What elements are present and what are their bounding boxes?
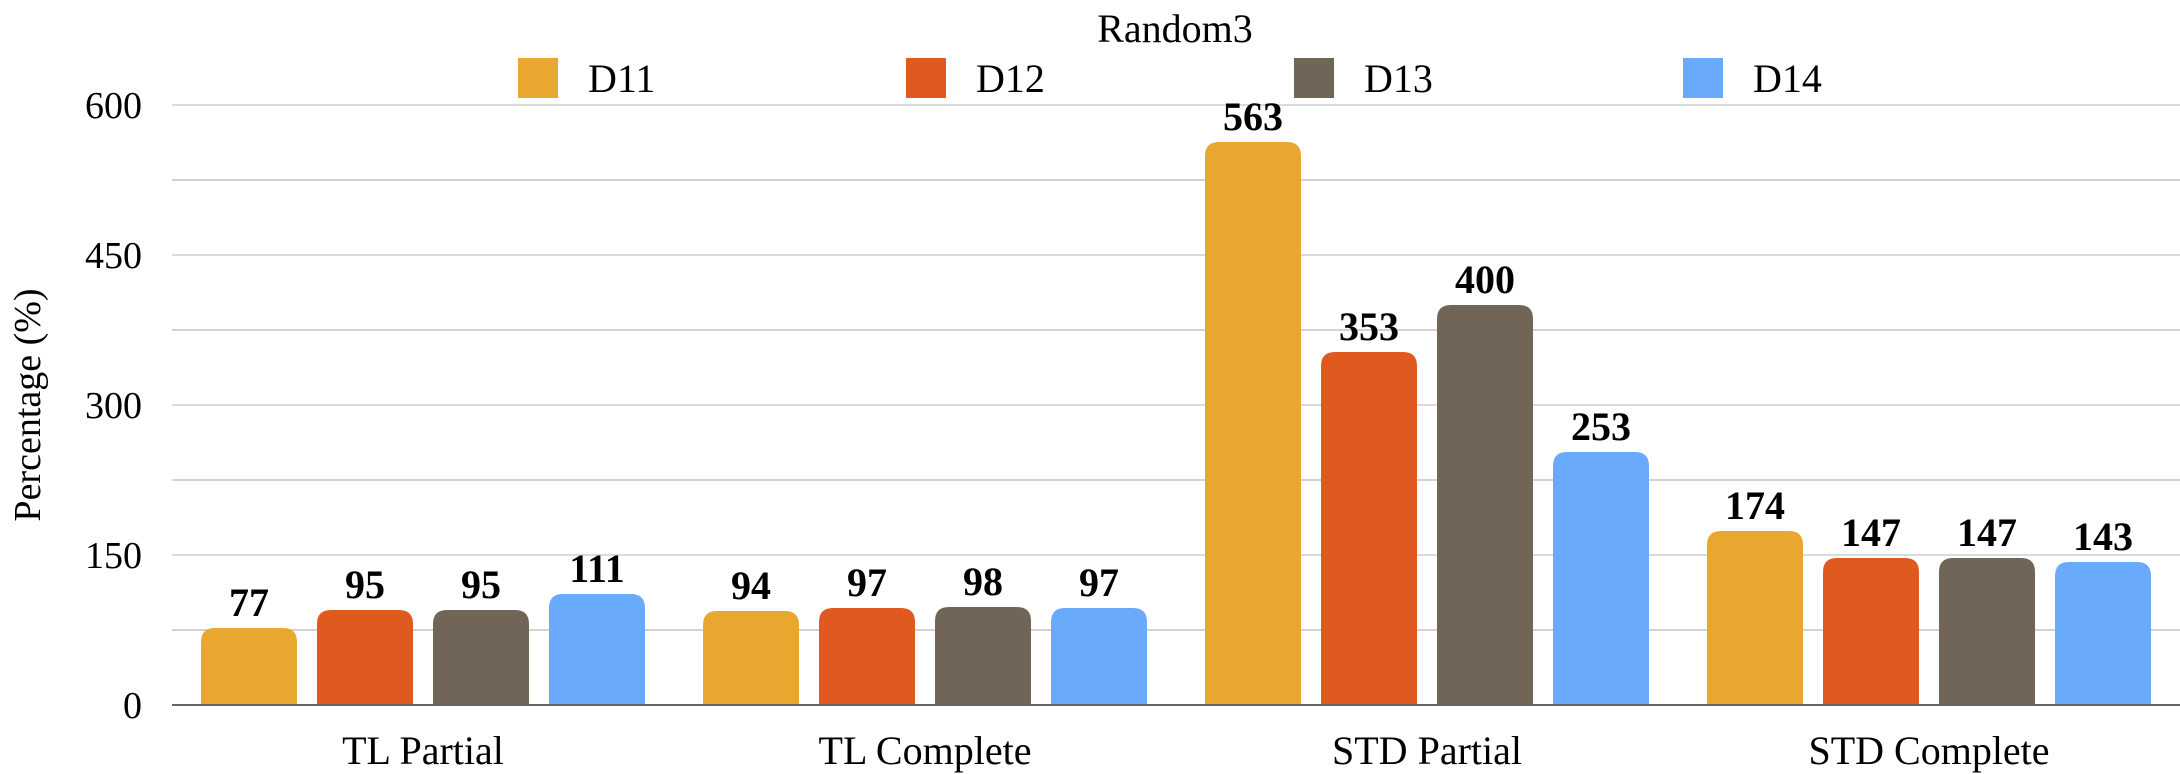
legend-label: D12 [976,56,1045,101]
bar-d12 [819,608,915,705]
data-label: 95 [345,562,385,607]
y-axis-label: Percentage (%) [7,288,49,521]
data-label: 94 [731,563,771,608]
category-label: TL Complete [819,728,1032,773]
y-tick-label: 300 [85,385,142,427]
bar-d14 [2055,562,2151,705]
bar-d13 [935,607,1031,705]
category-label: STD Complete [1808,728,2049,773]
gridlines [172,104,2180,631]
category-label: TL Partial [342,728,504,773]
data-label: 95 [461,562,501,607]
bar-d11 [201,628,297,705]
bar-d12 [1823,558,1919,705]
data-label: 97 [847,560,887,605]
legend-swatch-d14 [1683,58,1723,98]
category-label: STD Partial [1332,728,1522,773]
legend-label: D13 [1364,56,1433,101]
bar-d12 [317,610,413,705]
y-tick-labels: 0 150 300 450 600 [85,85,142,727]
legend-swatch-d11 [518,58,558,98]
data-label: 77 [229,580,269,625]
data-label: 353 [1339,304,1399,349]
bar-d14 [1553,452,1649,705]
data-label: 400 [1455,257,1515,302]
bar-d11 [1707,531,1803,705]
bar-d13 [433,610,529,705]
legend-label: D11 [588,56,655,101]
data-label: 143 [2073,514,2133,559]
data-label: 97 [1079,560,1119,605]
data-label: 147 [1957,510,2017,555]
y-tick-label: 0 [123,685,142,727]
legend-label: D14 [1753,56,1822,101]
y-tick-label: 600 [85,85,142,127]
bar-d14 [1051,608,1147,705]
data-label: 147 [1841,510,1901,555]
bar-d14 [549,594,645,705]
bar-d13 [1939,558,2035,705]
y-tick-label: 450 [85,235,142,277]
value-labels: 77 95 95 111 94 97 98 97 563 353 400 253 174 147 147 14… [229,94,2133,625]
legend: D11 D12 D13 D14 [518,56,1822,101]
bar-d11 [1205,142,1301,705]
data-label: 253 [1571,404,1631,449]
y-tick-label: 150 [85,535,142,577]
data-label: 174 [1725,483,1785,528]
category-labels: TL Partial TL Complete STD Partial STD Comp… [342,728,2049,773]
bars [201,142,2151,705]
data-label: 563 [1223,94,1283,139]
data-label: 98 [963,559,1003,604]
bar-d13 [1437,305,1533,705]
legend-swatch-d12 [906,58,946,98]
legend-swatch-d13 [1294,58,1334,98]
data-label: 111 [569,546,625,591]
bar-d11 [703,611,799,705]
bar-d12 [1321,352,1417,705]
chart-title: Random3 [1097,6,1253,51]
